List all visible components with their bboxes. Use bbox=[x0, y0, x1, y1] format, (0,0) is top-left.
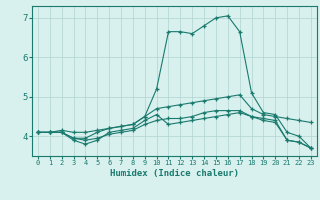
X-axis label: Humidex (Indice chaleur): Humidex (Indice chaleur) bbox=[110, 169, 239, 178]
